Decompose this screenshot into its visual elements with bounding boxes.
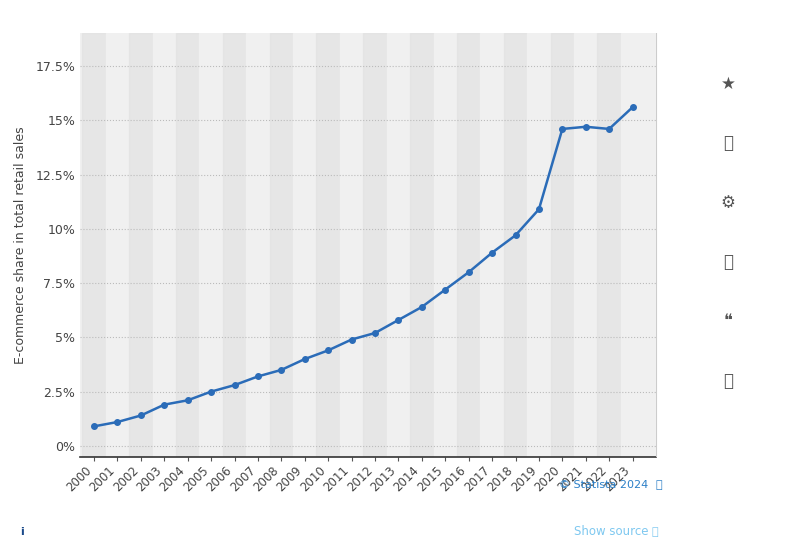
Text: ⚙: ⚙ — [721, 194, 735, 212]
Bar — [199, 33, 223, 457]
Bar — [223, 33, 246, 457]
Bar — [153, 33, 176, 457]
Bar — [410, 33, 434, 457]
Bar — [574, 33, 598, 457]
Bar — [340, 33, 363, 457]
Bar — [598, 33, 621, 457]
Text: Additional Information: Additional Information — [50, 525, 182, 539]
Bar — [270, 33, 293, 457]
Text: Show source: Show source — [574, 525, 648, 539]
Bar — [504, 33, 527, 457]
Bar — [550, 33, 574, 457]
Bar — [293, 33, 317, 457]
Bar — [82, 33, 106, 457]
Bar — [317, 33, 340, 457]
Bar — [176, 33, 199, 457]
Bar — [363, 33, 386, 457]
Bar — [246, 33, 270, 457]
Bar — [129, 33, 153, 457]
Text: 🔔: 🔔 — [723, 134, 733, 153]
Text: ⓘ: ⓘ — [652, 527, 658, 537]
Circle shape — [0, 521, 198, 543]
Text: 🔗: 🔗 — [723, 253, 733, 271]
Text: i: i — [21, 527, 24, 537]
Text: ❝: ❝ — [723, 312, 733, 330]
Bar — [457, 33, 480, 457]
Text: 🖨: 🖨 — [723, 372, 733, 389]
Bar — [386, 33, 410, 457]
Bar — [621, 33, 644, 457]
Text: © Statista 2024: © Statista 2024 — [558, 480, 648, 490]
Text: 🔖: 🔖 — [656, 480, 662, 490]
Bar — [106, 33, 129, 457]
Bar — [480, 33, 504, 457]
Text: ★: ★ — [721, 75, 735, 93]
Bar — [527, 33, 550, 457]
Bar — [434, 33, 457, 457]
Y-axis label: E-commerce share in total retail sales: E-commerce share in total retail sales — [14, 126, 27, 364]
